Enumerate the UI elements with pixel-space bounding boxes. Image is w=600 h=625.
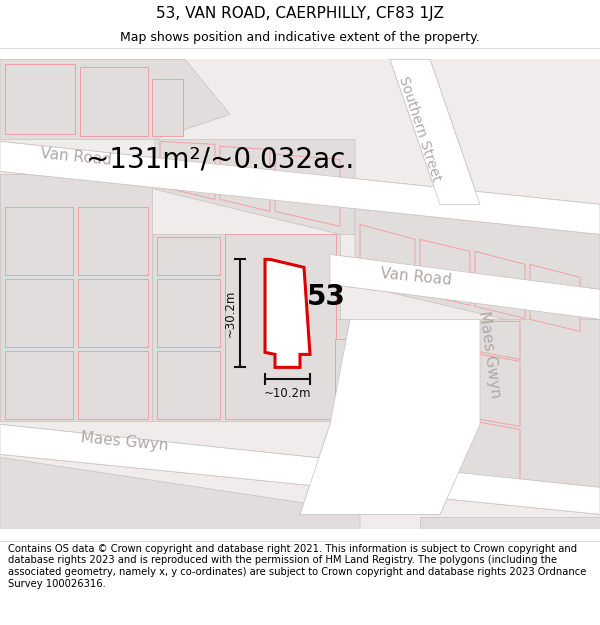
Polygon shape: [0, 424, 600, 514]
Polygon shape: [300, 319, 480, 514]
Polygon shape: [390, 59, 480, 204]
Polygon shape: [160, 141, 215, 199]
Text: Maes Gwyn: Maes Gwyn: [476, 310, 503, 399]
Polygon shape: [355, 204, 600, 341]
Polygon shape: [152, 234, 340, 421]
Text: 53: 53: [307, 283, 346, 311]
Polygon shape: [390, 59, 480, 204]
Text: Van Road: Van Road: [40, 146, 113, 168]
Polygon shape: [0, 59, 230, 139]
Polygon shape: [265, 259, 310, 368]
Polygon shape: [335, 414, 425, 484]
Text: Maes Gwyn: Maes Gwyn: [80, 430, 169, 453]
Polygon shape: [220, 146, 270, 211]
Polygon shape: [275, 154, 340, 226]
Polygon shape: [155, 139, 355, 234]
Polygon shape: [360, 224, 415, 293]
Polygon shape: [435, 414, 520, 501]
Polygon shape: [152, 79, 183, 136]
Polygon shape: [5, 64, 75, 134]
Text: Southern Street: Southern Street: [397, 75, 443, 184]
Polygon shape: [300, 319, 480, 514]
Text: ~131m²/~0.032ac.: ~131m²/~0.032ac.: [86, 146, 354, 173]
Polygon shape: [78, 351, 148, 419]
Polygon shape: [78, 208, 148, 276]
Text: Contains OS data © Crown copyright and database right 2021. This information is : Contains OS data © Crown copyright and d…: [8, 544, 586, 589]
Polygon shape: [420, 239, 470, 306]
Polygon shape: [78, 279, 148, 348]
Polygon shape: [475, 251, 525, 318]
Text: Van Road: Van Road: [380, 266, 453, 288]
Text: ~10.2m: ~10.2m: [264, 387, 311, 400]
Polygon shape: [225, 234, 336, 419]
Polygon shape: [330, 254, 600, 319]
Text: ~30.2m: ~30.2m: [223, 290, 236, 337]
Text: Map shows position and indicative extent of the property.: Map shows position and indicative extent…: [120, 31, 480, 44]
Polygon shape: [435, 321, 520, 359]
Polygon shape: [0, 424, 600, 514]
Polygon shape: [0, 141, 600, 234]
Polygon shape: [80, 68, 148, 136]
Polygon shape: [157, 238, 220, 276]
Polygon shape: [330, 254, 600, 319]
Polygon shape: [330, 319, 430, 488]
Polygon shape: [157, 279, 220, 348]
Polygon shape: [420, 518, 600, 529]
Text: 53, VAN ROAD, CAERPHILLY, CF83 1JZ: 53, VAN ROAD, CAERPHILLY, CF83 1JZ: [156, 6, 444, 21]
Polygon shape: [0, 174, 152, 421]
Polygon shape: [5, 351, 73, 419]
Polygon shape: [335, 339, 425, 409]
Polygon shape: [435, 346, 520, 426]
Polygon shape: [157, 351, 220, 419]
Polygon shape: [530, 264, 580, 331]
Polygon shape: [0, 141, 600, 234]
Polygon shape: [5, 208, 73, 276]
Polygon shape: [0, 458, 360, 529]
Polygon shape: [5, 279, 73, 348]
Polygon shape: [430, 319, 600, 514]
